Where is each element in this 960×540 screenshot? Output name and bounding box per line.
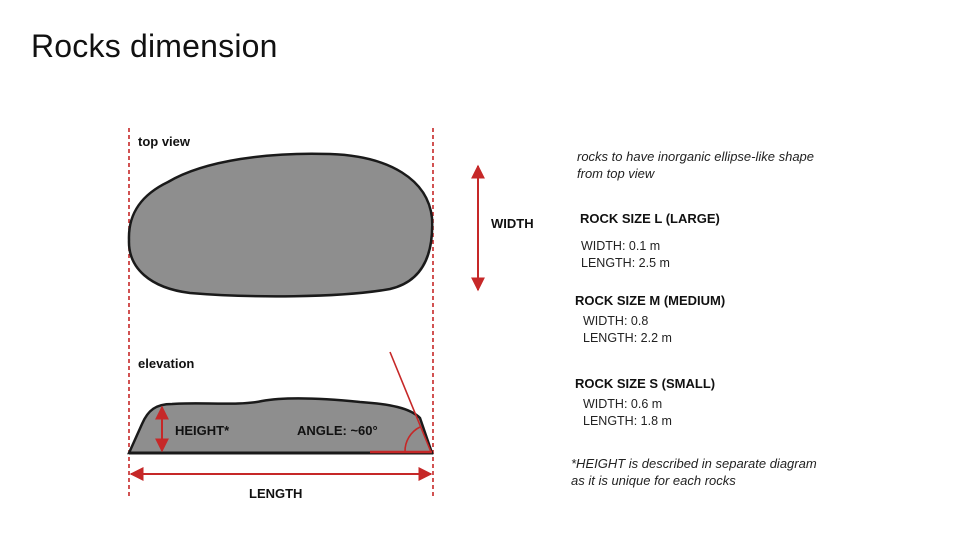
height-label: HEIGHT* (175, 423, 230, 438)
elevation-rock-shape (127, 397, 434, 455)
top-view-label: top view (138, 134, 191, 149)
size-m-width: WIDTH: 0.8 (583, 314, 649, 328)
slide-title: Rocks dimension (31, 28, 278, 64)
angle-label: ANGLE: ~60° (297, 423, 378, 438)
angle-arc (404, 426, 421, 453)
size-s-length: LENGTH: 1.8 m (583, 414, 672, 428)
size-s-width: WIDTH: 0.6 m (583, 397, 663, 411)
top-view-rock-shape (127, 152, 434, 298)
size-l-length: LENGTH: 2.5 m (581, 256, 670, 270)
size-s-title: ROCK SIZE S (SMALL) (575, 376, 716, 391)
size-l-width: WIDTH: 0.1 m (581, 239, 661, 253)
size-l-title: ROCK SIZE L (LARGE) (580, 211, 720, 226)
elevation-label: elevation (138, 356, 195, 371)
angle-ray (389, 351, 432, 453)
length-label: LENGTH (249, 486, 303, 501)
shape-note: rocks to have inorganic ellipse-like sha… (577, 149, 815, 181)
width-label: WIDTH (491, 216, 534, 231)
size-m-length: LENGTH: 2.2 m (583, 331, 672, 345)
size-m-title: ROCK SIZE M (MEDIUM) (575, 293, 726, 308)
height-note: *HEIGHT is described in separate diagram… (571, 456, 817, 488)
